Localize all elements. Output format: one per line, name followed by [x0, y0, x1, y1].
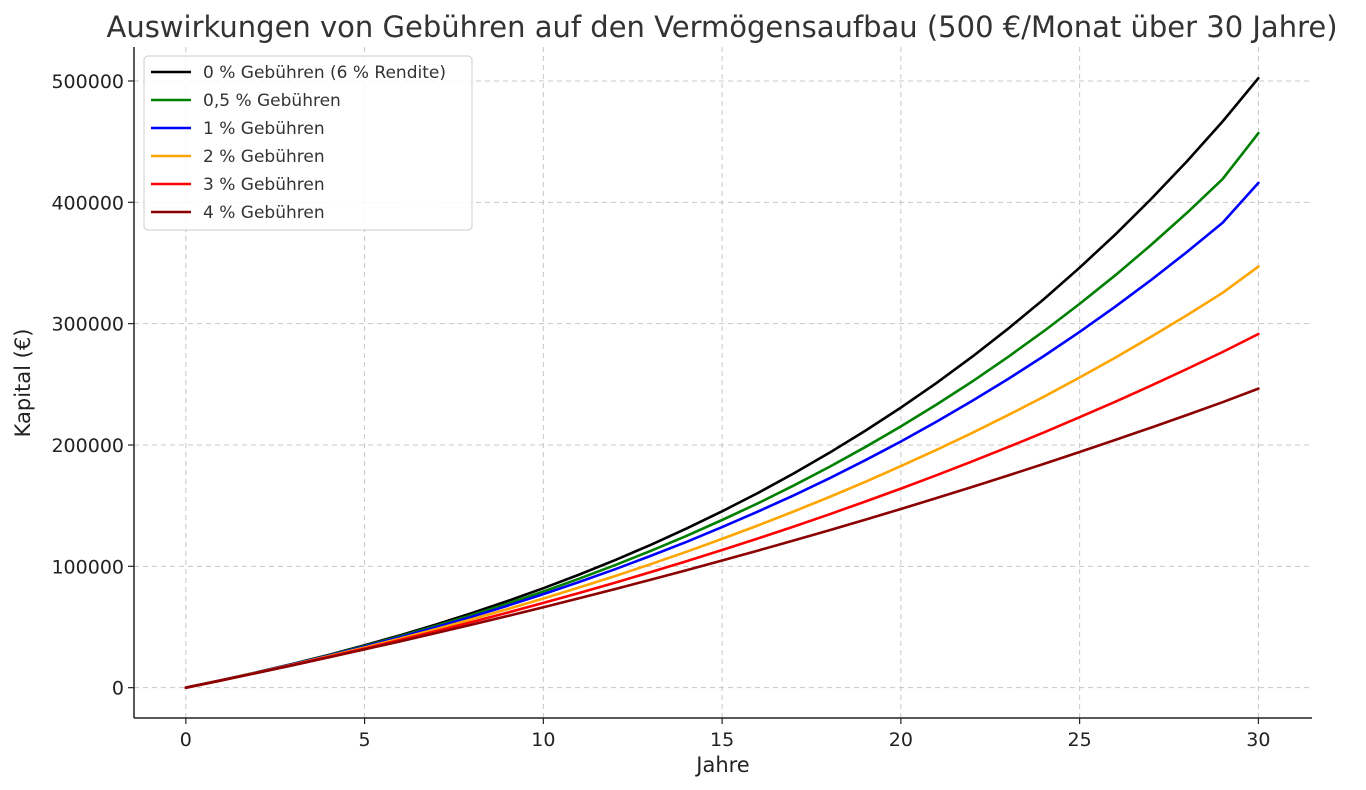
x-tick-label: 25: [1068, 729, 1092, 751]
y-tick-label: 200000: [51, 435, 124, 457]
chart-title: Auswirkungen von Gebühren auf den Vermög…: [106, 10, 1337, 44]
legend-label-3: 2 % Gebühren: [203, 147, 325, 167]
x-tick-label: 20: [889, 729, 913, 751]
series-lines: [184, 76, 1260, 690]
legend-box: [143, 55, 473, 231]
axes: [133, 47, 1312, 719]
x-tick-label: 5: [359, 729, 371, 751]
x-tick-label: 30: [1246, 729, 1270, 751]
legend-label-2: 1 % Gebühren: [203, 119, 325, 139]
y-axis-label: Kapital (€): [11, 329, 35, 438]
series-line-5: [184, 387, 1260, 690]
legend-label-0: 0 % Gebühren (6 % Rendite): [203, 63, 446, 83]
legend: 0 % Gebühren (6 % Rendite) 0,5 % Gebühren…: [143, 55, 473, 231]
legend-label-4: 3 % Gebühren: [203, 175, 325, 195]
x-tick-label: 10: [531, 729, 555, 751]
y-tick-label: 400000: [51, 192, 124, 214]
x-tick-label: 0: [180, 729, 192, 751]
y-tick-label: 500000: [51, 71, 124, 93]
y-tick-label: 300000: [51, 314, 124, 336]
y-tick-label: 100000: [51, 556, 124, 578]
legend-label-5: 4 % Gebühren: [203, 203, 325, 223]
x-tick-label: 15: [710, 729, 734, 751]
legend-label-1: 0,5 % Gebühren: [203, 91, 341, 111]
x-axis-label: Jahre: [694, 753, 749, 777]
ticks: 0 5 10 15 20 25 30 0 100000 200000 300000 400000 500…: [51, 71, 1270, 751]
y-tick-label: 0: [112, 678, 124, 700]
